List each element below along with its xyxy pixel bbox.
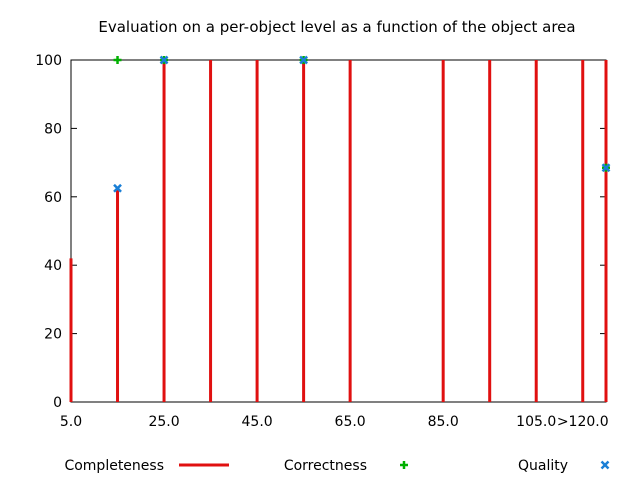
quality-point-0 xyxy=(113,183,122,193)
y-tick-label-5: 100 xyxy=(35,53,62,69)
quality-point-2 xyxy=(299,55,308,65)
legend-sample-correctness xyxy=(400,461,408,469)
x-tick-label-2: 45.0 xyxy=(242,414,273,430)
y-tick-label-4: 80 xyxy=(44,121,62,137)
x-tick-label-1: 25.0 xyxy=(148,414,179,430)
y-tick-label-3: 60 xyxy=(44,190,62,206)
x-tick-label-5: 105.0 xyxy=(516,414,556,430)
y-tick-label-0: 0 xyxy=(53,395,62,411)
x-tick-label-0: 5.0 xyxy=(60,414,82,430)
correctness-point-0 xyxy=(113,56,122,64)
x-tick-label-3: 65.0 xyxy=(335,414,366,430)
legend: Completeness Correctness Quality xyxy=(64,458,610,474)
plot-marks xyxy=(69,55,611,402)
legend-label-quality: Quality xyxy=(518,458,568,474)
chart-title: Evaluation on a per-object level as a fu… xyxy=(98,18,575,36)
series-completeness xyxy=(69,60,608,402)
legend-sample-quality xyxy=(600,460,610,470)
y-tick-label-2: 40 xyxy=(44,258,62,274)
quality-point-3 xyxy=(601,163,611,173)
plot-border xyxy=(70,59,607,403)
x-tick-label-4: 85.0 xyxy=(428,414,459,430)
legend-label-correctness: Correctness xyxy=(284,458,367,474)
legend-label-completeness: Completeness xyxy=(64,458,164,474)
axes: 0 20 40 60 80 100 5.0 25.0 45.0 65.0 85.0 105.0 >120… xyxy=(35,53,608,430)
x-tick-label-6: >120.0 xyxy=(557,414,609,430)
quality-point-1 xyxy=(159,55,169,65)
series-quality xyxy=(113,55,611,193)
y-tick-label-1: 20 xyxy=(44,327,62,343)
